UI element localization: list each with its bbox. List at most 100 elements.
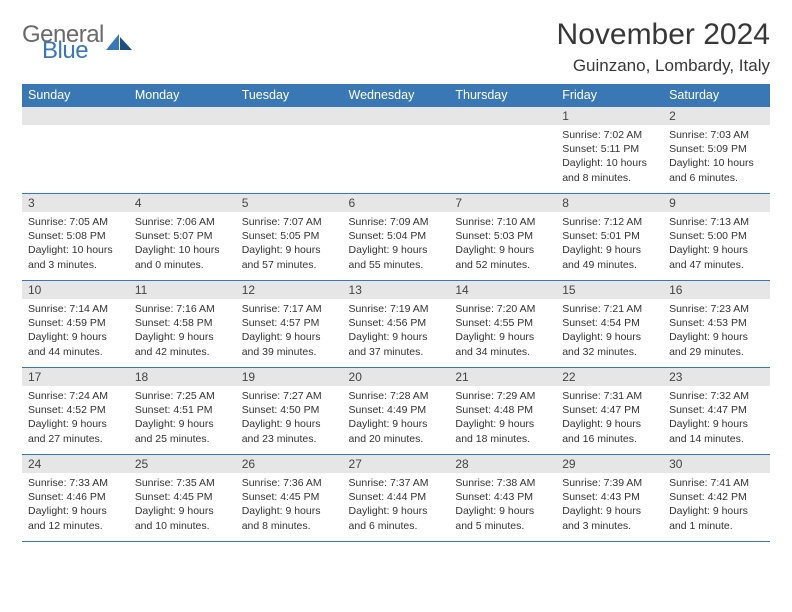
day-number: 3 xyxy=(22,194,129,212)
day-details: Sunrise: 7:07 AMSunset: 5:05 PMDaylight:… xyxy=(236,212,343,275)
sunrise-text: Sunrise: 7:21 AM xyxy=(562,302,657,316)
day-details: Sunrise: 7:31 AMSunset: 4:47 PMDaylight:… xyxy=(556,386,663,449)
daylight-text: Daylight: 9 hours and 10 minutes. xyxy=(135,504,230,532)
calendar-cell: 15Sunrise: 7:21 AMSunset: 4:54 PMDayligh… xyxy=(556,281,663,368)
day-details: Sunrise: 7:05 AMSunset: 5:08 PMDaylight:… xyxy=(22,212,129,275)
sunrise-text: Sunrise: 7:20 AM xyxy=(455,302,550,316)
day-details: Sunrise: 7:25 AMSunset: 4:51 PMDaylight:… xyxy=(129,386,236,449)
sunrise-text: Sunrise: 7:33 AM xyxy=(28,476,123,490)
daylight-text: Daylight: 10 hours and 3 minutes. xyxy=(28,243,123,271)
calendar-cell: 13Sunrise: 7:19 AMSunset: 4:56 PMDayligh… xyxy=(343,281,450,368)
sunset-text: Sunset: 5:05 PM xyxy=(242,229,337,243)
sunrise-text: Sunrise: 7:12 AM xyxy=(562,215,657,229)
sunrise-text: Sunrise: 7:38 AM xyxy=(455,476,550,490)
calendar-cell xyxy=(236,107,343,194)
calendar-week-row: 1Sunrise: 7:02 AMSunset: 5:11 PMDaylight… xyxy=(22,107,770,194)
sunrise-text: Sunrise: 7:27 AM xyxy=(242,389,337,403)
day-number: 22 xyxy=(556,368,663,386)
sunset-text: Sunset: 5:00 PM xyxy=(669,229,764,243)
weekday-header-row: Sunday Monday Tuesday Wednesday Thursday… xyxy=(22,84,770,107)
header-row: General Blue November 2024 Guinzano, Lom… xyxy=(22,18,770,76)
day-number: 5 xyxy=(236,194,343,212)
daylight-text: Daylight: 9 hours and 44 minutes. xyxy=(28,330,123,358)
sunrise-text: Sunrise: 7:37 AM xyxy=(349,476,444,490)
sunset-text: Sunset: 4:50 PM xyxy=(242,403,337,417)
sunset-text: Sunset: 4:47 PM xyxy=(669,403,764,417)
sunrise-text: Sunrise: 7:17 AM xyxy=(242,302,337,316)
day-details: Sunrise: 7:13 AMSunset: 5:00 PMDaylight:… xyxy=(663,212,770,275)
sunset-text: Sunset: 4:45 PM xyxy=(242,490,337,504)
daylight-text: Daylight: 9 hours and 29 minutes. xyxy=(669,330,764,358)
daylight-text: Daylight: 9 hours and 37 minutes. xyxy=(349,330,444,358)
day-details: Sunrise: 7:29 AMSunset: 4:48 PMDaylight:… xyxy=(449,386,556,449)
day-number: 17 xyxy=(22,368,129,386)
day-details: Sunrise: 7:35 AMSunset: 4:45 PMDaylight:… xyxy=(129,473,236,536)
day-number: 25 xyxy=(129,455,236,473)
day-details: Sunrise: 7:06 AMSunset: 5:07 PMDaylight:… xyxy=(129,212,236,275)
daylight-text: Daylight: 9 hours and 20 minutes. xyxy=(349,417,444,445)
day-number: 11 xyxy=(129,281,236,299)
daylight-text: Daylight: 9 hours and 32 minutes. xyxy=(562,330,657,358)
calendar-cell xyxy=(343,107,450,194)
calendar-cell: 30Sunrise: 7:41 AMSunset: 4:42 PMDayligh… xyxy=(663,455,770,542)
calendar-cell: 25Sunrise: 7:35 AMSunset: 4:45 PMDayligh… xyxy=(129,455,236,542)
daylight-text: Daylight: 9 hours and 18 minutes. xyxy=(455,417,550,445)
daylight-text: Daylight: 9 hours and 3 minutes. xyxy=(562,504,657,532)
day-details: Sunrise: 7:03 AMSunset: 5:09 PMDaylight:… xyxy=(663,125,770,188)
day-details: Sunrise: 7:37 AMSunset: 4:44 PMDaylight:… xyxy=(343,473,450,536)
sunrise-text: Sunrise: 7:24 AM xyxy=(28,389,123,403)
calendar-cell: 23Sunrise: 7:32 AMSunset: 4:47 PMDayligh… xyxy=(663,368,770,455)
calendar-cell xyxy=(129,107,236,194)
day-details: Sunrise: 7:23 AMSunset: 4:53 PMDaylight:… xyxy=(663,299,770,362)
daylight-text: Daylight: 9 hours and 49 minutes. xyxy=(562,243,657,271)
day-details: Sunrise: 7:20 AMSunset: 4:55 PMDaylight:… xyxy=(449,299,556,362)
day-details: Sunrise: 7:36 AMSunset: 4:45 PMDaylight:… xyxy=(236,473,343,536)
sunset-text: Sunset: 4:54 PM xyxy=(562,316,657,330)
calendar-cell: 4Sunrise: 7:06 AMSunset: 5:07 PMDaylight… xyxy=(129,194,236,281)
calendar-cell: 27Sunrise: 7:37 AMSunset: 4:44 PMDayligh… xyxy=(343,455,450,542)
day-number: 21 xyxy=(449,368,556,386)
day-details: Sunrise: 7:28 AMSunset: 4:49 PMDaylight:… xyxy=(343,386,450,449)
day-number: 30 xyxy=(663,455,770,473)
sunset-text: Sunset: 5:11 PM xyxy=(562,142,657,156)
sunset-text: Sunset: 4:47 PM xyxy=(562,403,657,417)
sunrise-text: Sunrise: 7:39 AM xyxy=(562,476,657,490)
logo-text-blue: Blue xyxy=(42,40,104,62)
daylight-text: Daylight: 9 hours and 57 minutes. xyxy=(242,243,337,271)
day-details xyxy=(129,125,236,185)
day-details: Sunrise: 7:09 AMSunset: 5:04 PMDaylight:… xyxy=(343,212,450,275)
page-title: November 2024 xyxy=(557,18,770,52)
daylight-text: Daylight: 9 hours and 23 minutes. xyxy=(242,417,337,445)
weekday-header: Wednesday xyxy=(343,84,450,107)
sunset-text: Sunset: 4:52 PM xyxy=(28,403,123,417)
day-number: 13 xyxy=(343,281,450,299)
day-number xyxy=(449,107,556,125)
day-details: Sunrise: 7:10 AMSunset: 5:03 PMDaylight:… xyxy=(449,212,556,275)
day-details: Sunrise: 7:14 AMSunset: 4:59 PMDaylight:… xyxy=(22,299,129,362)
calendar-body: 1Sunrise: 7:02 AMSunset: 5:11 PMDaylight… xyxy=(22,107,770,542)
day-number: 2 xyxy=(663,107,770,125)
day-number: 9 xyxy=(663,194,770,212)
daylight-text: Daylight: 9 hours and 27 minutes. xyxy=(28,417,123,445)
day-number: 16 xyxy=(663,281,770,299)
sunset-text: Sunset: 4:49 PM xyxy=(349,403,444,417)
daylight-text: Daylight: 9 hours and 14 minutes. xyxy=(669,417,764,445)
weekday-header: Saturday xyxy=(663,84,770,107)
title-block: November 2024 Guinzano, Lombardy, Italy xyxy=(557,18,770,76)
day-details: Sunrise: 7:38 AMSunset: 4:43 PMDaylight:… xyxy=(449,473,556,536)
calendar-cell: 28Sunrise: 7:38 AMSunset: 4:43 PMDayligh… xyxy=(449,455,556,542)
calendar-cell: 19Sunrise: 7:27 AMSunset: 4:50 PMDayligh… xyxy=(236,368,343,455)
daylight-text: Daylight: 10 hours and 8 minutes. xyxy=(562,156,657,184)
calendar-cell: 11Sunrise: 7:16 AMSunset: 4:58 PMDayligh… xyxy=(129,281,236,368)
day-details: Sunrise: 7:21 AMSunset: 4:54 PMDaylight:… xyxy=(556,299,663,362)
sunrise-text: Sunrise: 7:36 AM xyxy=(242,476,337,490)
day-details: Sunrise: 7:16 AMSunset: 4:58 PMDaylight:… xyxy=(129,299,236,362)
weekday-header: Sunday xyxy=(22,84,129,107)
sunrise-text: Sunrise: 7:16 AM xyxy=(135,302,230,316)
day-details: Sunrise: 7:12 AMSunset: 5:01 PMDaylight:… xyxy=(556,212,663,275)
sunset-text: Sunset: 4:55 PM xyxy=(455,316,550,330)
sunrise-text: Sunrise: 7:02 AM xyxy=(562,128,657,142)
sunset-text: Sunset: 4:43 PM xyxy=(562,490,657,504)
day-details: Sunrise: 7:19 AMSunset: 4:56 PMDaylight:… xyxy=(343,299,450,362)
sunset-text: Sunset: 5:08 PM xyxy=(28,229,123,243)
